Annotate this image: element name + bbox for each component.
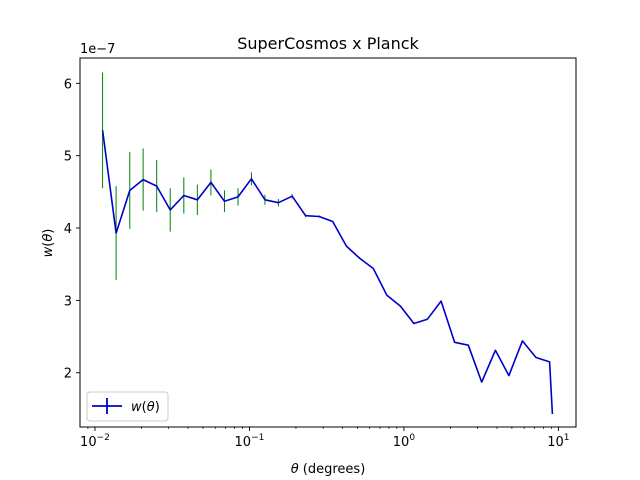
chart-title: SuperCosmos x Planck: [237, 34, 419, 53]
x-tick-label: 10−1: [235, 433, 265, 450]
y-tick-label: 5: [64, 150, 72, 165]
x-tick-label: 100: [393, 433, 416, 450]
legend-label: w(θ): [131, 400, 160, 415]
series-line: [101, 130, 554, 415]
x-axis: 10−2 10−1 100 101: [80, 427, 570, 450]
y-tick-label: 4: [64, 222, 72, 237]
y-axis-label: w(θ): [41, 229, 56, 258]
axes-frame: [79, 57, 577, 428]
y-offset-text: 1e−7: [80, 42, 115, 57]
y-tick-label: 6: [64, 77, 72, 92]
legend: w(θ): [86, 391, 169, 422]
x-tick-label: 10−2: [80, 433, 110, 450]
y-axis: 2 3 4 5 6: [64, 77, 80, 382]
y-tick-label: 3: [64, 294, 72, 309]
x-tick-label: 101: [547, 433, 569, 450]
plot-area: [101, 72, 554, 415]
x-axis-label: θ (degrees): [291, 462, 366, 477]
y-tick-label: 2: [64, 367, 72, 382]
